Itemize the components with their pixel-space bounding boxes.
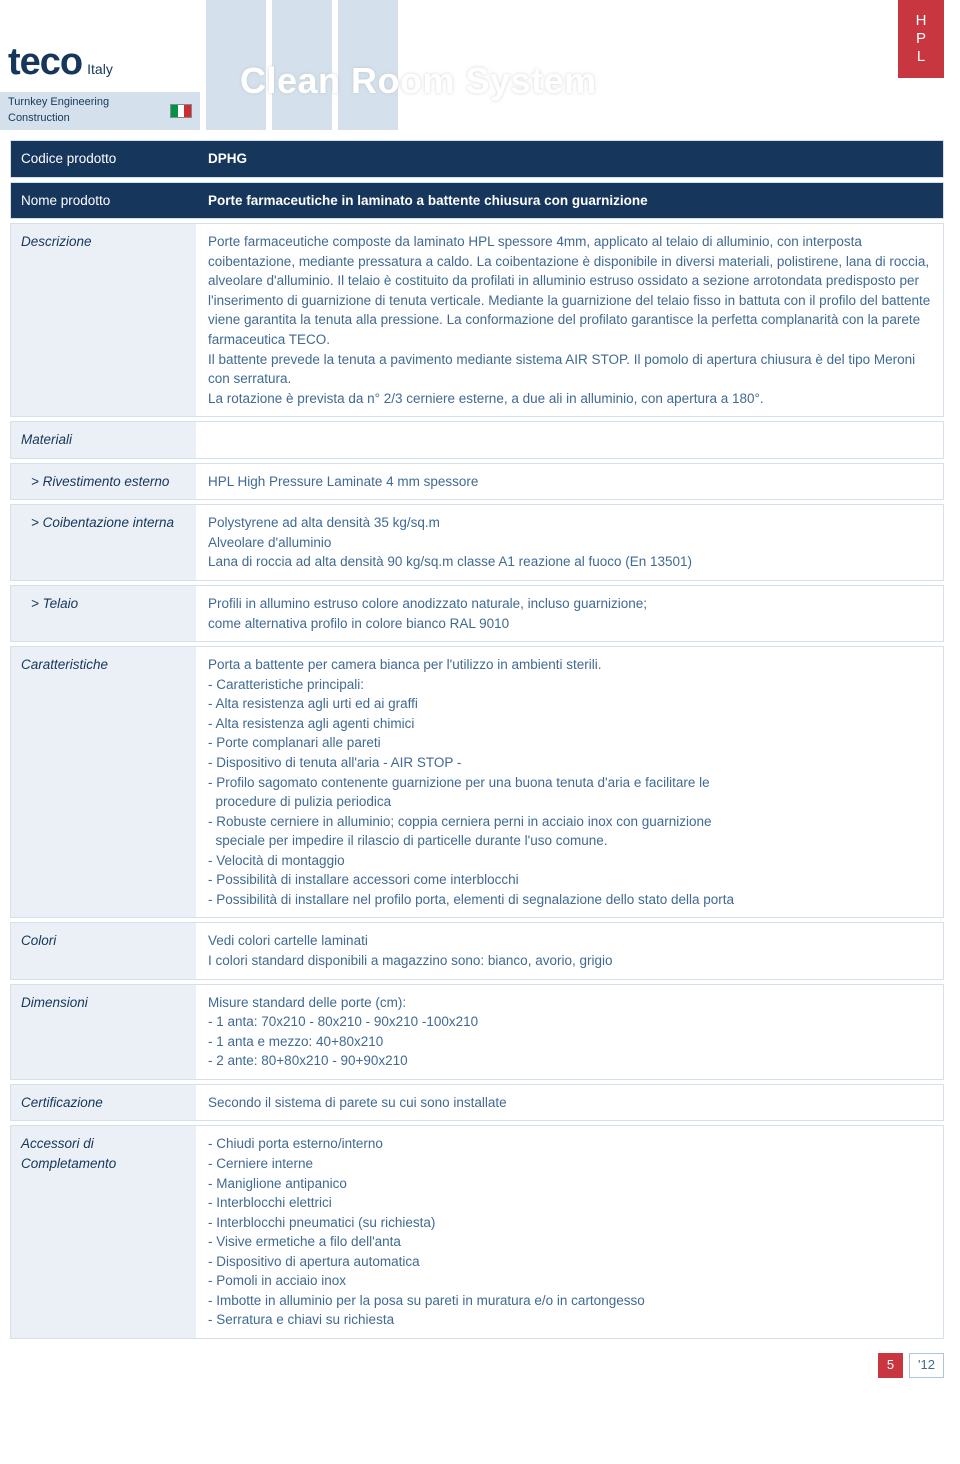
row-accessori: Accessori di Completamento - Chiudi port… <box>10 1125 944 1339</box>
colori-label: Colori <box>11 923 196 978</box>
nome-value: Porte farmaceutiche in laminato a batten… <box>196 183 943 219</box>
page-year: '12 <box>909 1353 944 1378</box>
coibentazione-value: Polystyrene ad alta densità 35 kg/sq.m A… <box>196 505 943 580</box>
row-certificazione: Certificazione Secondo il sistema di par… <box>10 1084 944 1122</box>
rivestimento-label: > Rivestimento esterno <box>11 464 196 500</box>
colori-value: Vedi colori cartelle laminati I colori s… <box>196 923 943 978</box>
dim-value: Misure standard delle porte (cm): - 1 an… <box>196 985 943 1079</box>
row-descrizione: Descrizione Porte farmaceutiche composte… <box>10 223 944 417</box>
row-colori: Colori Vedi colori cartelle laminati I c… <box>10 922 944 979</box>
row-telaio: > Telaio Profili in allumino estruso col… <box>10 585 944 642</box>
dim-label: Dimensioni <box>11 985 196 1079</box>
page-header: teco Italy Turnkey Engineering Constructi… <box>0 0 960 130</box>
materiali-label: Materiali <box>11 422 196 458</box>
row-rivestimento: > Rivestimento esterno HPL High Pressure… <box>10 463 944 501</box>
acc-value: - Chiudi porta esterno/interno - Cernier… <box>196 1126 943 1338</box>
descrizione-value: Porte farmaceutiche composte da laminato… <box>196 224 943 416</box>
carat-value: Porta a battente per camera bianca per l… <box>196 647 943 917</box>
acc-label: Accessori di Completamento <box>11 1126 196 1338</box>
logo-main: teco <box>8 41 82 83</box>
logo-subtitle: Turnkey Engineering Construction <box>8 95 170 127</box>
page-footer: 5 '12 <box>10 1343 944 1388</box>
rivestimento-value: HPL High Pressure Laminate 4 mm spessore <box>196 464 943 500</box>
italy-flag-icon <box>170 104 192 118</box>
content-table: Codice prodotto DPHG Nome prodotto Porte… <box>0 130 960 1388</box>
carat-label: Caratteristiche <box>11 647 196 917</box>
page-title: Clean Room System <box>240 55 597 107</box>
descrizione-label: Descrizione <box>11 224 196 416</box>
row-nome: Nome prodotto Porte farmaceutiche in lam… <box>10 182 944 220</box>
cert-label: Certificazione <box>11 1085 196 1121</box>
row-codice: Codice prodotto DPHG <box>10 140 944 178</box>
telaio-label: > Telaio <box>11 586 196 641</box>
logo-subtitle-bar: Turnkey Engineering Construction <box>0 92 200 130</box>
row-dimensioni: Dimensioni Misure standard delle porte (… <box>10 984 944 1080</box>
nome-label: Nome prodotto <box>11 183 196 219</box>
row-coibentazione: > Coibentazione interna Polystyrene ad a… <box>10 504 944 581</box>
codice-label: Codice prodotto <box>11 141 196 177</box>
logo-block: teco Italy Turnkey Engineering Constructi… <box>0 27 200 130</box>
telaio-value: Profili in allumino estruso colore anodi… <box>196 586 943 641</box>
coibentazione-label: > Coibentazione interna <box>11 505 196 580</box>
row-materiali-header: Materiali <box>10 421 944 459</box>
cert-value: Secondo il sistema di parete su cui sono… <box>196 1085 943 1121</box>
page-number: 5 <box>878 1353 903 1378</box>
codice-value: DPHG <box>196 141 943 177</box>
logo-italy: Italy <box>87 61 113 77</box>
hpl-badge: H P L <box>898 0 944 78</box>
row-caratteristiche: Caratteristiche Porta a battente per cam… <box>10 646 944 918</box>
